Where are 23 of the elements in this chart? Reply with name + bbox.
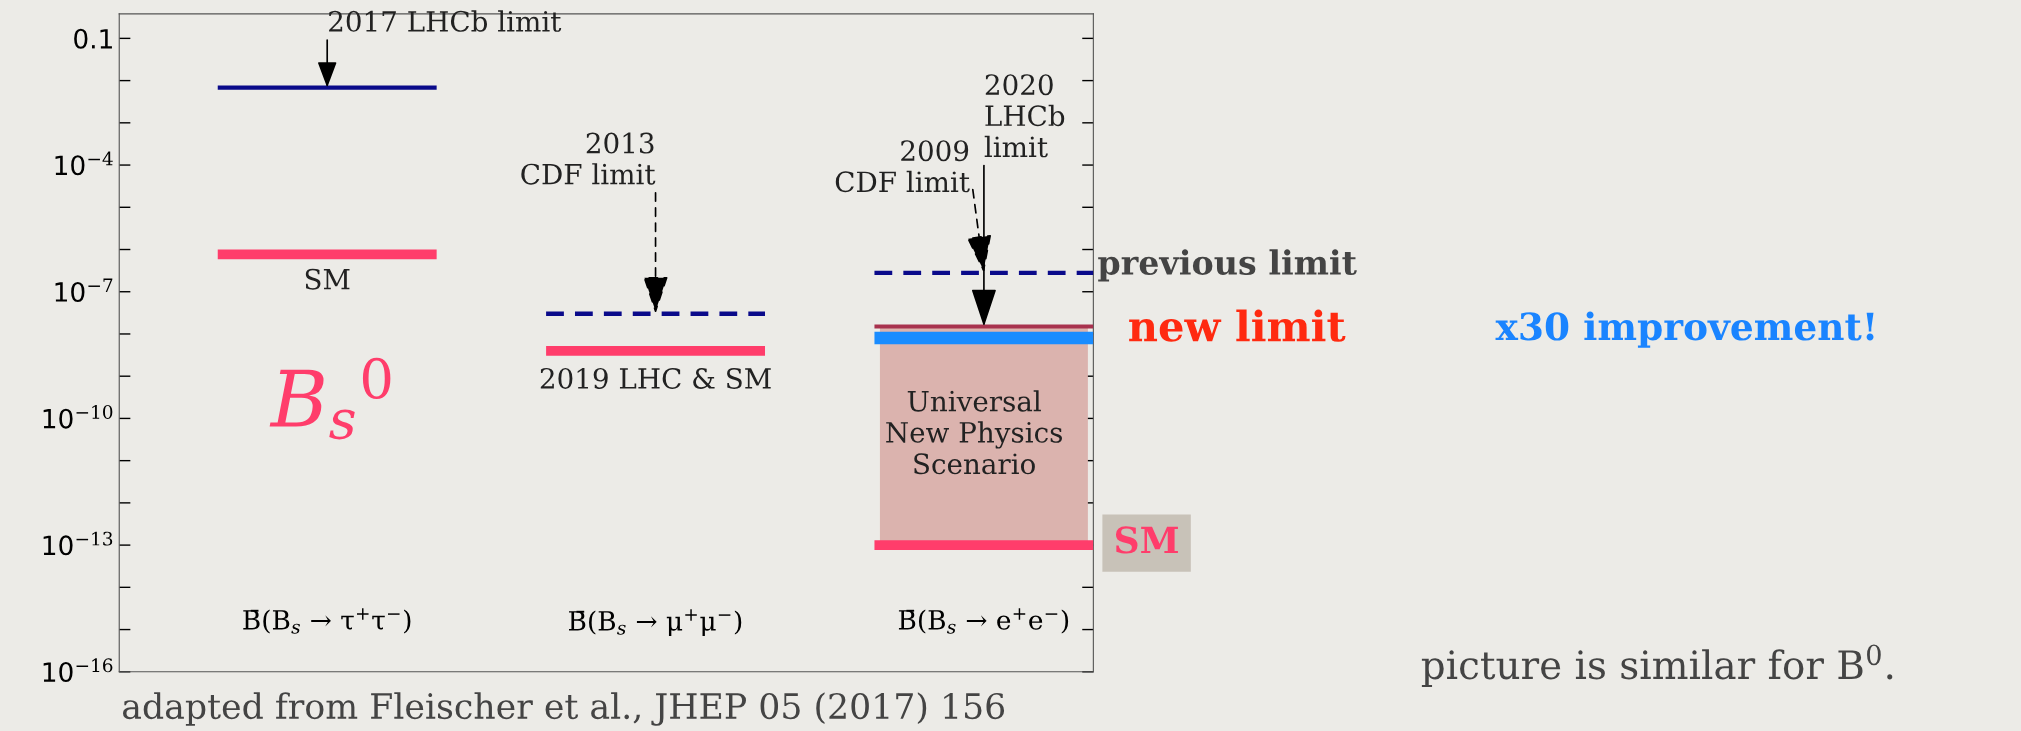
annotation: 2013 CDF limit (521, 132, 656, 185)
annotation: 2019 LHC & SM (540, 367, 771, 389)
text: SM (1115, 526, 1178, 554)
y-tick-label: 0.1 (74, 28, 112, 49)
x-tick-label: B̄(B$_{s}$ → e$^{+}$e$^{−}$) (898, 608, 1069, 634)
y-tick-label: 10$^{−4}$ (55, 151, 113, 176)
text: new limit (1129, 309, 1346, 342)
y-tick-label: 10$^{−16}$ (43, 658, 113, 682)
text: previous limit (1098, 249, 1357, 282)
text: picture is similar for B$^{0}$. (1421, 644, 1893, 687)
x-tick-label: B̄(B$_{s}$ → τ$^{+}$τ$^{−}$) (243, 608, 411, 634)
annotation: 2017 LHCb limit (329, 10, 562, 32)
y-tick-label: 10$^{−13}$ (43, 531, 113, 556)
y-tick-label: 10$^{−10}$ (43, 404, 113, 429)
annotation: 2009 CDF limit (835, 140, 970, 193)
x-tick-label: B̄(B$_{s}$ → μ$^{+}$μ$^{−}$) (569, 609, 742, 636)
y-tick-label: 10$^{−7}$ (55, 278, 113, 302)
annotation: 2020 LHCb limit (984, 74, 1065, 158)
annotation: SM (305, 268, 350, 290)
text: x30 improvement! (1495, 311, 1874, 348)
annotation: Universal New Physics Scenario (886, 390, 1062, 475)
text: adapted from Fleischer et al., JHEP 05 (2017) 156 (122, 692, 1005, 726)
annotation: B$_{s}$$^{0}$ (269, 357, 391, 440)
